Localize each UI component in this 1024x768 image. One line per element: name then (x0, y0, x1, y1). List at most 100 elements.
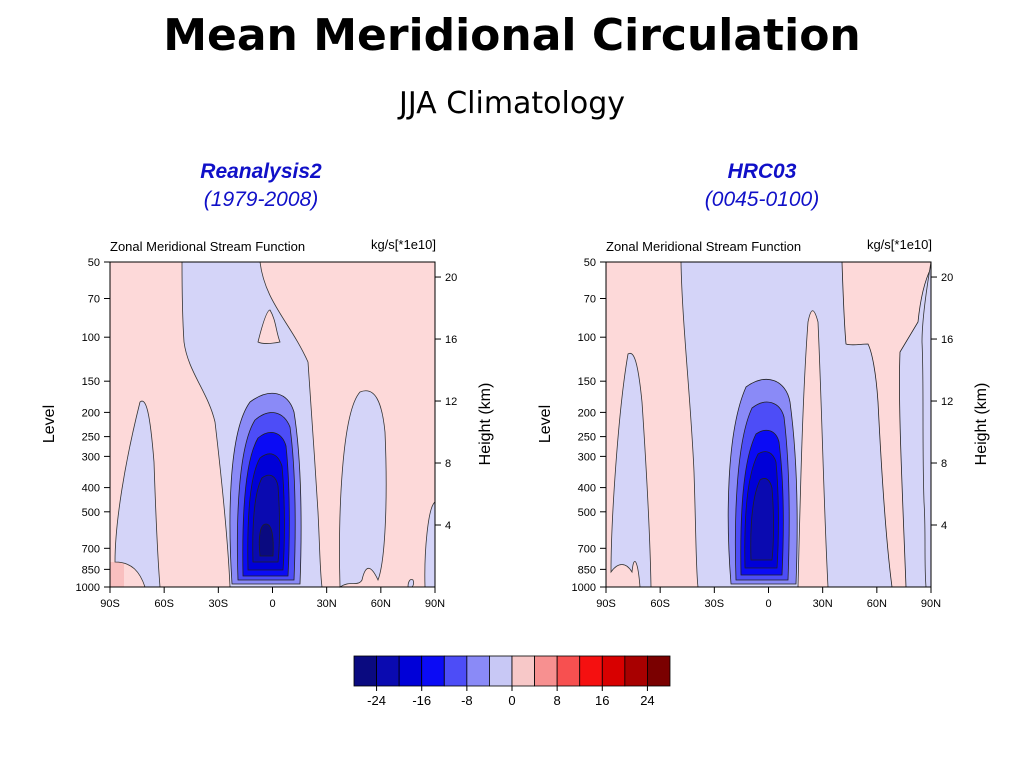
colorbar-cell (376, 655, 400, 687)
height-tick-label: 20 (445, 272, 457, 284)
slide-title: Mean Meridional Circulation (163, 10, 861, 61)
height-tick-label: 8 (941, 458, 947, 470)
colorbar-cell (601, 655, 626, 687)
height-tick-label: 16 (941, 334, 953, 346)
plot-units-right: kg/s[*1e10] (867, 237, 932, 252)
plot-title-left: Zonal Meridional Stream Function (110, 239, 305, 254)
colorbar-cell (624, 655, 648, 687)
latitude-tick-label: 60S (154, 598, 174, 610)
colorbar-label: -24 (367, 693, 386, 708)
level-tick-label: 50 (88, 257, 100, 269)
colorbar-label: 16 (595, 693, 609, 708)
ylabel-right-left: Height (km) (477, 383, 494, 466)
core-contour-5 (750, 478, 774, 561)
colorbar-cell (421, 655, 445, 687)
colorbar-cell (489, 655, 513, 687)
positive-blob (257, 309, 281, 344)
panel-left-name: Reanalysis2 (200, 160, 322, 183)
latitude-tick-label: 90S (596, 598, 616, 610)
positive-cell-tropical (797, 310, 829, 588)
colorbar-cell (353, 655, 377, 687)
level-tick-label: 400 (82, 483, 100, 495)
colorbar-labels: -24 -16 -8 0 8 16 24 (367, 686, 655, 708)
latitude-tick-label: 90N (425, 598, 445, 610)
latitude-tick-label: 90N (921, 598, 941, 610)
slide-subtitle: JJA Climatology (398, 86, 626, 121)
level-tick-label: 70 (88, 294, 100, 306)
colorbar-cell (556, 655, 581, 687)
colorbar-cell (443, 655, 468, 687)
negative-wedge-south (610, 352, 652, 588)
level-tick-label: 700 (578, 543, 596, 555)
level-tick-label: 250 (82, 432, 100, 444)
level-tick-label: 850 (578, 564, 596, 576)
level-tick-label: 700 (82, 543, 100, 555)
latitude-tick-label: 30S (209, 598, 229, 610)
level-tick-label: 1000 (572, 582, 596, 594)
colorbar-label: -16 (412, 693, 431, 708)
latitude-tick-label: 30S (705, 598, 725, 610)
level-axis-left: 50 70 100 150 200 250 300 400 500 700 850 1000 (76, 257, 110, 594)
colorbar-label: 24 (640, 693, 654, 708)
latitude-tick-label: 30N (813, 598, 833, 610)
colorbar-label: 0 (508, 693, 515, 708)
height-axis-left: 4 8 12 16 20 (435, 272, 457, 532)
level-tick-label: 200 (578, 407, 596, 419)
level-tick-label: 100 (82, 332, 100, 344)
level-tick-label: 250 (578, 432, 596, 444)
level-tick-label: 1000 (76, 582, 100, 594)
ylabel-right-panel: Level (537, 405, 554, 443)
level-tick-label: 200 (82, 407, 100, 419)
negative-cell-polar (921, 261, 932, 588)
height-tick-label: 20 (941, 272, 953, 284)
colorbar-cells (353, 655, 671, 687)
positive-edge (110, 562, 124, 587)
colorbar-label: 8 (554, 693, 561, 708)
height-tick-label: 4 (941, 520, 947, 532)
latitude-axis-right: 90S 60S 30S 0 30N 60N 90N (596, 587, 941, 610)
latitude-tick-label: 60S (650, 598, 670, 610)
level-tick-label: 500 (82, 507, 100, 519)
panel-left-title: Reanalysis2 (1979-2008) (111, 158, 411, 214)
negative-cell-north (339, 390, 387, 588)
latitude-axis-left: 90S 60S 30S 0 30N 60N 90N (100, 587, 445, 610)
plot-title-right: Zonal Meridional Stream Function (606, 239, 801, 254)
latitude-tick-label: 60N (867, 598, 887, 610)
level-tick-label: 500 (578, 507, 596, 519)
height-axis-right: 4 8 12 16 20 (931, 272, 953, 532)
panel-right-period: (0045-0100) (704, 188, 820, 211)
negative-cell-small (407, 579, 415, 588)
colorbar: -24 -16 -8 0 8 16 24 (353, 655, 671, 708)
level-tick-label: 50 (584, 257, 596, 269)
height-tick-label: 8 (445, 458, 451, 470)
level-tick-label: 150 (82, 376, 100, 388)
stream-function-plot-left: Zonal Meridional Stream Function kg/s[*1… (41, 237, 494, 610)
height-tick-label: 16 (445, 334, 457, 346)
ylabel-left: Level (41, 405, 58, 443)
latitude-tick-label: 0 (269, 598, 275, 610)
stream-function-plot-right: Zonal Meridional Stream Function kg/s[*1… (537, 237, 990, 610)
height-tick-label: 12 (941, 396, 953, 408)
level-tick-label: 300 (82, 451, 100, 463)
ylabel-right-right: Height (km) (973, 383, 990, 466)
level-tick-label: 400 (578, 483, 596, 495)
latitude-tick-label: 60N (371, 598, 391, 610)
colorbar-cell (579, 655, 603, 687)
latitude-tick-label: 30N (317, 598, 337, 610)
level-tick-label: 70 (584, 294, 596, 306)
colorbar-cell (466, 655, 490, 687)
latitude-tick-label: 90S (100, 598, 120, 610)
core-contour-6 (258, 523, 274, 557)
level-tick-label: 850 (82, 564, 100, 576)
negative-cell-south (114, 400, 161, 588)
height-tick-label: 12 (445, 396, 457, 408)
panel-right-name: HRC03 (727, 160, 797, 183)
level-axis-right: 50 70 100 150 200 250 300 400 500 700 850 1000 (572, 257, 606, 594)
plot-units-left: kg/s[*1e10] (371, 237, 436, 252)
panel-right-title: HRC03 (0045-0100) (612, 158, 912, 214)
positive-cell-north (841, 261, 932, 588)
colorbar-cell (647, 655, 671, 687)
colorbar-label: -8 (461, 693, 473, 708)
colorbar-cell (534, 655, 558, 687)
colorbar-cell (398, 655, 423, 687)
